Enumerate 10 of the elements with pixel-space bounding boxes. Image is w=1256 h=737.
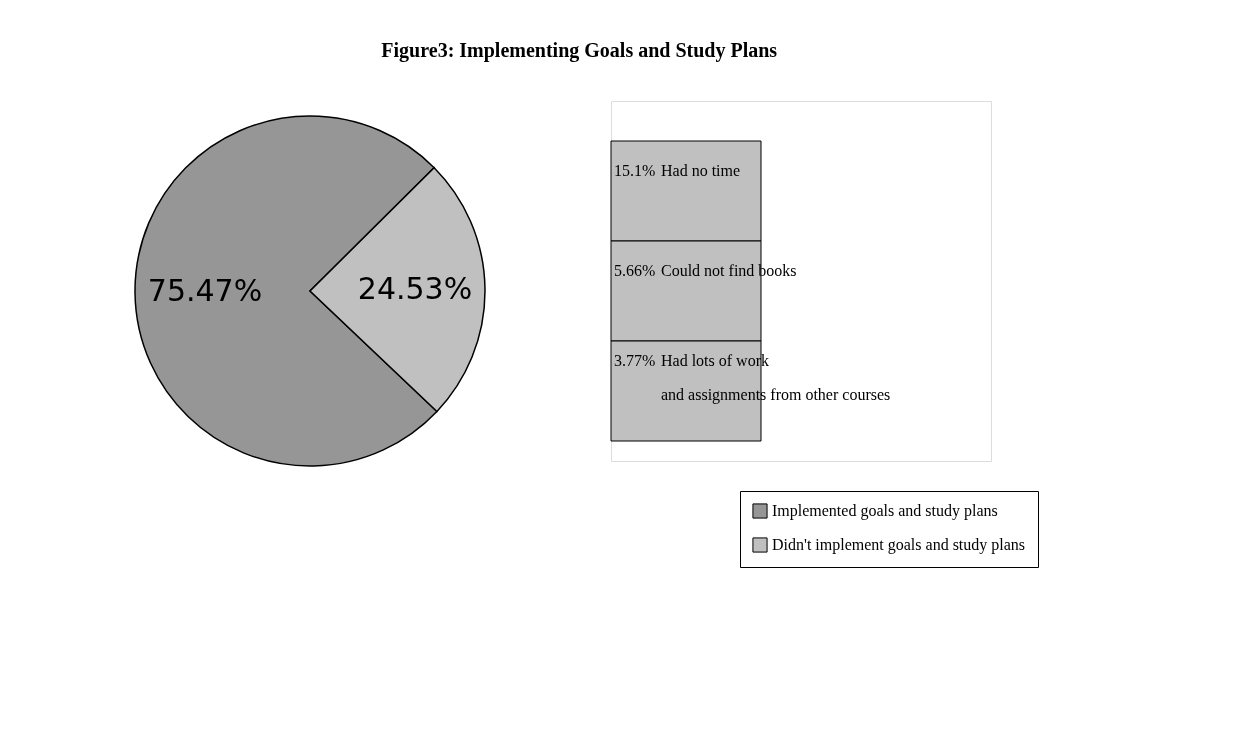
data-label: 75.47% <box>147 273 263 309</box>
data-label: 3.77% <box>614 352 656 369</box>
data-label: 24.53% <box>357 270 473 306</box>
category-label: Had no time <box>661 162 741 179</box>
data-label: 5.66% <box>614 262 656 279</box>
category-label: Had lots of work and assignments from other courses <box>661 352 891 404</box>
chart-title: Figure3: Implementing Goals and Study Plans <box>381 38 778 62</box>
data-label: 15.1% <box>614 162 656 179</box>
legend-label: Implemented goals and study plans <box>772 502 998 520</box>
legend-label: Didn't implement goals and study plans <box>772 536 1026 554</box>
